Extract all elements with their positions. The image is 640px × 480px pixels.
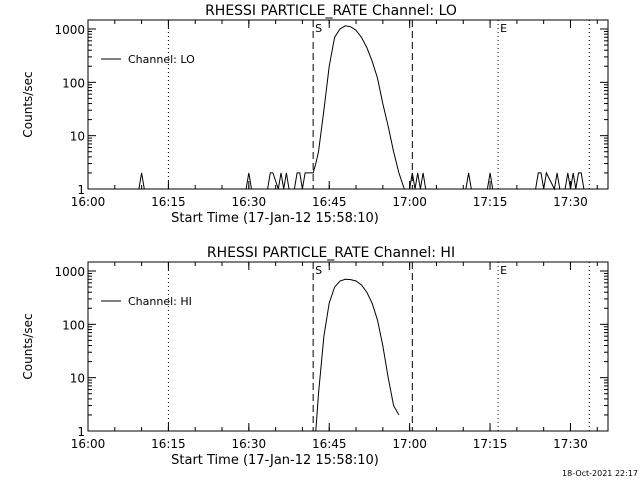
data-series-line [138, 25, 585, 191]
y-tick-label: 1 [77, 183, 85, 197]
x-axis-label: Start Time (17-Jan-12 15:58:10) [171, 453, 379, 468]
x-tick-label: 16:30 [232, 195, 267, 209]
x-tick-label: 16:45 [312, 437, 347, 451]
plot-frame [87, 261, 609, 432]
x-tick-label: 16:45 [312, 195, 347, 209]
annotation-label: S [315, 264, 322, 277]
x-tick-label: 16:15 [151, 195, 186, 209]
x-axis-label: Start Time (17-Jan-12 15:58:10) [171, 211, 379, 226]
chart-title: RHESSI PARTICLE_RATE Channel: HI [207, 245, 455, 261]
y-tick-label: 1 [77, 425, 85, 439]
lo-channel-panel: RHESSI PARTICLE_RATE Channel: LO 1 10 100 10… [21, 3, 609, 226]
x-tick-label: 16:30 [232, 437, 267, 451]
y-tick-label: 10 [70, 130, 85, 144]
y-axis-label: Counts/sec [21, 313, 35, 379]
annotation-label: S [315, 22, 322, 35]
chart-title: RHESSI PARTICLE_RATE Channel: LO [205, 3, 457, 19]
annotation-label: E [500, 22, 507, 35]
data-series-line [315, 278, 400, 432]
plot-frame [87, 19, 609, 190]
x-tick-label: 17:30 [553, 437, 588, 451]
annotation-label: E [500, 264, 507, 277]
y-tick-label: 10 [70, 372, 85, 386]
legend-label: Channel: HI [128, 295, 192, 308]
x-tick-label: 17:00 [392, 195, 427, 209]
y-tick-label: 100 [62, 318, 85, 332]
legend-label: Channel: LO [128, 53, 195, 66]
hi-channel-panel: RHESSI PARTICLE_RATE Channel: HI 1 10 100 10… [21, 245, 609, 468]
x-tick-label: 16:15 [151, 437, 186, 451]
x-tick-label: 16:00 [71, 195, 106, 209]
y-tick-label: 100 [62, 76, 85, 90]
x-tick-label: 17:30 [553, 195, 588, 209]
x-tick-label: 17:15 [473, 437, 508, 451]
y-tick-label: 1000 [54, 265, 85, 279]
y-axis-label: Counts/sec [21, 71, 35, 137]
x-tick-label: 17:15 [473, 195, 508, 209]
x-tick-label: 16:00 [71, 437, 106, 451]
generation-timestamp: 18-Oct-2021 22:17 [562, 469, 638, 478]
y-tick-label: 1000 [54, 23, 85, 37]
x-tick-label: 17:00 [392, 437, 427, 451]
